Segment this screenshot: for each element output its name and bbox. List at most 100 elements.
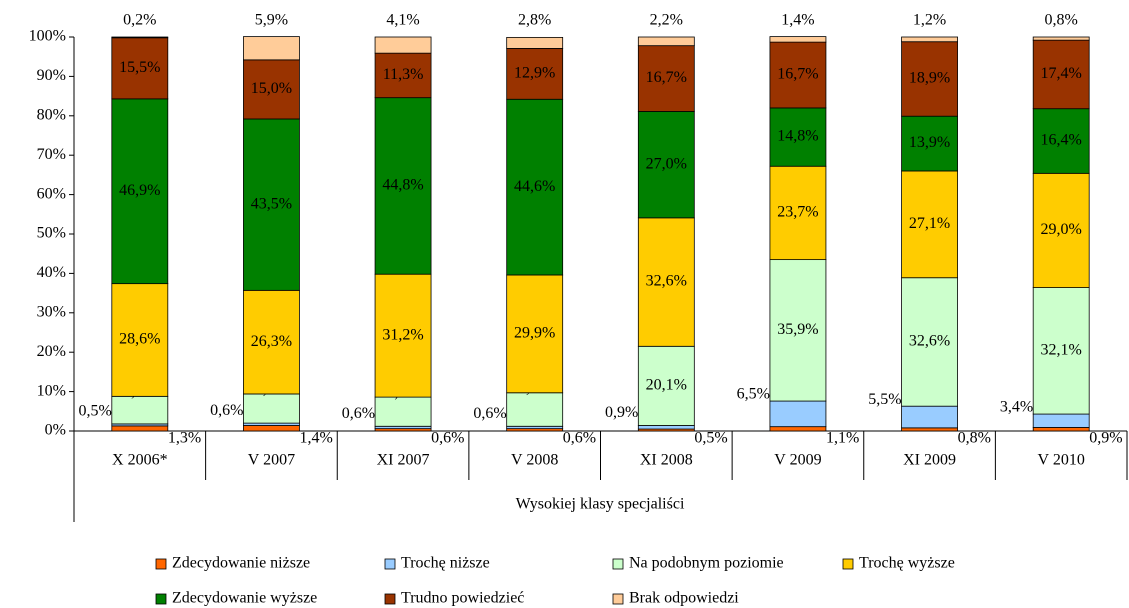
data-label: 44,6% <box>514 178 555 195</box>
bar-segment <box>901 277 958 407</box>
data-label: 26,3% <box>251 333 292 350</box>
bar-segment <box>374 52 432 99</box>
data-label: 27,0% <box>646 155 687 172</box>
data-label: 0,6% <box>431 430 464 447</box>
x-tick-label: V 2010 <box>1038 452 1085 469</box>
bar-segment <box>243 36 300 61</box>
bar-segment <box>769 36 827 43</box>
bar-segment <box>243 59 300 120</box>
x-group-label: Wysokiej klasy specjaliści <box>516 496 685 513</box>
data-label: 16,7% <box>646 69 687 86</box>
bar-segment <box>637 345 695 426</box>
bar-segment <box>637 45 695 112</box>
bar-segment <box>1032 108 1090 174</box>
legend-label: Brak odpowiedzi <box>629 590 739 607</box>
data-label: 14,8% <box>777 128 818 145</box>
legend-swatch <box>155 558 167 570</box>
bar-segment <box>506 36 564 49</box>
data-label: 20,1% <box>646 377 687 394</box>
data-label: 0,6% <box>342 405 375 422</box>
y-tick-label: 60% <box>37 185 66 202</box>
y-tick-label: 50% <box>37 225 66 242</box>
data-label: 35,9% <box>777 321 818 338</box>
y-tick-label: 40% <box>37 264 66 281</box>
data-label: 0,5% <box>694 430 727 447</box>
bar-segment <box>243 118 300 291</box>
bar-segment <box>769 400 827 428</box>
data-label: 1,1% <box>826 430 859 447</box>
data-label: 5,5% <box>868 391 901 408</box>
bar-segment <box>374 396 432 427</box>
data-label: 6,5% <box>737 386 770 403</box>
data-label: 0,2% <box>123 12 156 29</box>
legend-swatch <box>612 593 624 605</box>
y-tick-label: 20% <box>37 343 66 360</box>
bar-segment <box>901 170 958 279</box>
data-label: 13,9% <box>909 134 950 151</box>
y-tick-label: 100% <box>29 28 66 45</box>
x-tick-label: V 2008 <box>511 452 558 469</box>
bar-segment <box>243 393 300 424</box>
data-label: 28,6% <box>119 331 160 348</box>
bar-segment <box>637 217 695 347</box>
bar-segment <box>901 427 958 432</box>
data-label: 11,3% <box>383 66 424 83</box>
data-label: 0,5% <box>78 403 111 420</box>
legend-label: Zdecydowanie niższe <box>172 555 310 572</box>
y-tick-label: 30% <box>37 303 66 320</box>
bar-segment <box>243 289 300 395</box>
bar-segment <box>769 165 827 261</box>
data-label: 5,9% <box>255 12 288 29</box>
data-label: 31,2% <box>382 326 423 343</box>
bar-segment <box>1032 172 1090 288</box>
data-label: 0,9% <box>605 404 638 421</box>
data-label: 15,0% <box>251 80 292 97</box>
data-label: 44,8% <box>382 177 423 194</box>
legend-label: Trochę wyższe <box>859 555 955 572</box>
data-label: 0,8% <box>958 430 991 447</box>
bar-segment <box>506 392 564 427</box>
bar-segment <box>1032 427 1090 432</box>
bar-segment <box>1032 36 1090 41</box>
bar-segment <box>1032 39 1090 110</box>
data-label: 15,5% <box>119 59 160 76</box>
data-label: 0,6% <box>563 430 596 447</box>
bar-segment <box>243 425 300 432</box>
x-tick-label: X 2006* <box>112 452 168 469</box>
data-label: 16,4% <box>1041 132 1082 149</box>
y-tick-label: 80% <box>37 106 66 123</box>
y-tick-label: 10% <box>37 382 66 399</box>
bar-segment <box>374 36 432 54</box>
data-label: 1,4% <box>781 12 814 29</box>
data-label: 16,7% <box>777 66 818 83</box>
x-tick-label: XI 2008 <box>640 452 693 469</box>
bar-segment <box>637 425 695 430</box>
bar-segment <box>111 425 169 432</box>
data-label: 17,4% <box>1041 65 1082 82</box>
legend-swatch <box>612 558 624 570</box>
data-label: 32,6% <box>909 333 950 350</box>
bar-segment <box>111 283 169 397</box>
bar-segment <box>901 36 958 43</box>
data-label: 0,6% <box>473 405 506 422</box>
data-label: 46,9% <box>119 182 160 199</box>
data-label: 43,5% <box>251 195 292 212</box>
legend-label: Trochę niższe <box>401 555 490 572</box>
data-label: 12,9% <box>514 65 555 82</box>
bar-segment <box>374 273 432 398</box>
legend-label: Trudno powiedzieć <box>401 590 524 607</box>
y-tick-label: 90% <box>37 67 66 84</box>
data-label: 2,8% <box>518 12 551 29</box>
data-label: 23,7% <box>777 204 818 221</box>
x-tick-label: V 2007 <box>248 452 295 469</box>
bar-segment <box>111 36 169 39</box>
data-label: 1,2% <box>913 12 946 29</box>
data-label: 29,0% <box>1041 221 1082 238</box>
bar-segment <box>769 426 827 432</box>
bar-segment <box>506 274 564 394</box>
data-label: 4,1% <box>386 12 419 29</box>
data-label: 27,1% <box>909 215 950 232</box>
bar-segment <box>374 97 432 275</box>
data-label: 32,1% <box>1041 341 1082 358</box>
